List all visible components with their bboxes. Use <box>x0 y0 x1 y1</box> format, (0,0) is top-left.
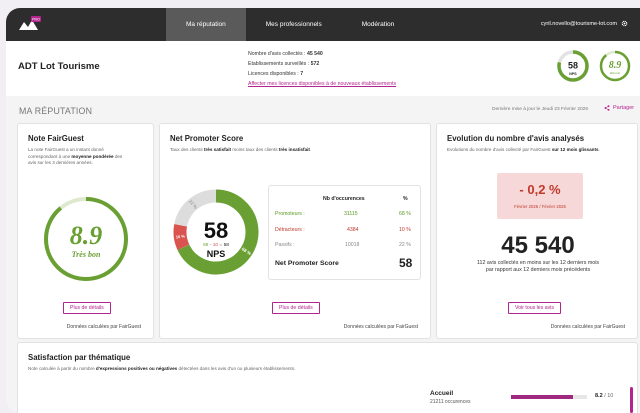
nps-formula: 68 - 10 = 58 <box>203 242 229 248</box>
themes-card-title: Satisfaction par thématique <box>28 353 131 362</box>
nps-arc-label-promoters: 68 % <box>241 246 252 256</box>
logo-badge-text: PRO <box>32 18 40 22</box>
nav-tab-moderation[interactable]: Modération <box>361 21 395 28</box>
user-menu[interactable]: cyril.novello@tourisme-lot.com <box>541 20 628 27</box>
nps-badge[interactable]: 58 NPS <box>556 49 590 83</box>
theme-satisfaction-card: Satisfaction par thématique Note calculé… <box>17 342 638 413</box>
view-all-reviews-button[interactable]: Voir tous les avis <box>508 302 561 314</box>
stat-establishments: Etablissements surveillés : 572 <box>248 61 320 67</box>
nps-value: 58 <box>204 218 228 243</box>
nps-arc-label-passives: 22 % <box>188 199 198 210</box>
fairguest-card-description: La note FairGuest a un instant donné cor… <box>28 147 123 165</box>
nps-details-button[interactable]: Plus de détails <box>272 302 320 314</box>
nav-tab-reputation[interactable]: Ma réputation <box>166 8 246 41</box>
evolution-change-value: - 0,2 % <box>519 182 561 197</box>
fairguest-logo[interactable]: PRO <box>16 16 42 34</box>
nps-arc-label-detractors: 10 % <box>175 233 185 239</box>
main-nav: Ma réputation Mes professionnels Modérat… <box>166 8 414 41</box>
nps-card-title: Net Promoter Score <box>170 134 244 143</box>
evolution-change-box: - 0,2 % Février 2026 / Février 2025 <box>497 173 583 219</box>
score-badge[interactable]: 8.9 Réussie <box>598 49 632 83</box>
nps-label: NPS <box>207 249 226 259</box>
fairguest-footnote: Données calculées par FairGuest <box>66 324 141 330</box>
share-label: Partager <box>613 105 635 111</box>
nps-badge-value: 58 <box>568 61 578 71</box>
fairguest-score-gauge: 8.9 Très bon <box>44 197 128 281</box>
nps-segment-passives <box>174 189 217 227</box>
total-reviews-description: 112 avis collectés en moins sur les 12 d… <box>476 260 600 273</box>
share-button[interactable]: Partager <box>604 105 634 111</box>
total-reviews-count: 45 540 <box>501 232 575 259</box>
nps-segment-detractors <box>173 224 190 251</box>
scrollbar-thumb[interactable] <box>630 387 633 413</box>
evolution-card-title: Evolution du nombre d'avis analysés <box>447 134 585 143</box>
reviews-evolution-card: Evolution du nombre d'avis analysés Evol… <box>436 123 638 339</box>
evolution-period: Février 2026 / Février 2025 <box>514 204 566 209</box>
app-window: PRO Ma réputation Mes professionnels Mod… <box>6 8 640 413</box>
theme-accueil-bar-fill <box>511 395 574 399</box>
score-badge-label: Réussie <box>609 71 621 75</box>
score-badge-value: 8.9 <box>609 60 622 71</box>
nps-badge-label: NPS <box>569 72 577 76</box>
share-icon <box>604 105 610 111</box>
evolution-card-description: Evolutions du nombre d'avis collecté par… <box>447 147 600 152</box>
assign-licences-link[interactable]: Affecter mes licences disponibles à de n… <box>248 81 397 87</box>
section-title: MA RÉPUTATION <box>19 106 93 116</box>
nps-donut-chart: 68 % 10 % 22 % 58 68 - 10 = 58 NPS <box>173 189 259 275</box>
stat-licences: Licences disponibles : 7 <box>248 71 304 77</box>
evolution-footnote: Données calculées par FairGuest <box>550 324 625 330</box>
nps-footnote: Données calculées par FairGuest <box>343 324 418 330</box>
themes-card-description: Note calculée à partir du nombre d'expre… <box>28 366 296 371</box>
nps-segment-promoters <box>177 189 259 275</box>
last-updated: Dernière mise à jour le Jeudi 23 Février… <box>492 107 588 112</box>
user-email: cyril.novello@tourisme-lot.com <box>540 20 617 27</box>
fairguest-score-card: Note FairGuest La note FairGuest a un in… <box>17 123 154 339</box>
theme-accueil-score: 8.2 / 10 <box>595 393 614 399</box>
theme-accueil-count: 21211 occurences <box>430 399 471 405</box>
fairguest-details-button[interactable]: Plus de détails <box>63 302 111 314</box>
page-title: ADT Lot Tourisme <box>18 61 100 72</box>
top-navigation-bar: PRO Ma réputation Mes professionnels Mod… <box>6 8 640 41</box>
theme-accueil-name: Accueil <box>430 390 454 397</box>
fairguest-score-value: 8.9 <box>70 221 103 250</box>
nps-card: Net Promoter Score Taux des clients très… <box>159 123 431 339</box>
gear-icon[interactable] <box>621 20 628 27</box>
page-header: ADT Lot Tourisme Nombre d'avis collectés… <box>6 41 640 96</box>
stat-reviews-collected: Nombre d'avis collectés : 45 540 <box>248 51 323 57</box>
theme-accueil-bar <box>511 395 587 399</box>
fairguest-score-label: Très bon <box>72 250 101 259</box>
nps-card-description: Taux des clients très satisfait moins ta… <box>170 147 312 152</box>
fairguest-card-title: Note FairGuest <box>28 134 84 143</box>
nps-table: Nb d'occurences % Promoteurs : 31115 68 … <box>268 185 421 280</box>
header-stats: Nombre d'avis collectés : 45 540 Etablis… <box>248 49 396 89</box>
nav-tab-professionals[interactable]: Mes professionnels <box>265 21 322 28</box>
